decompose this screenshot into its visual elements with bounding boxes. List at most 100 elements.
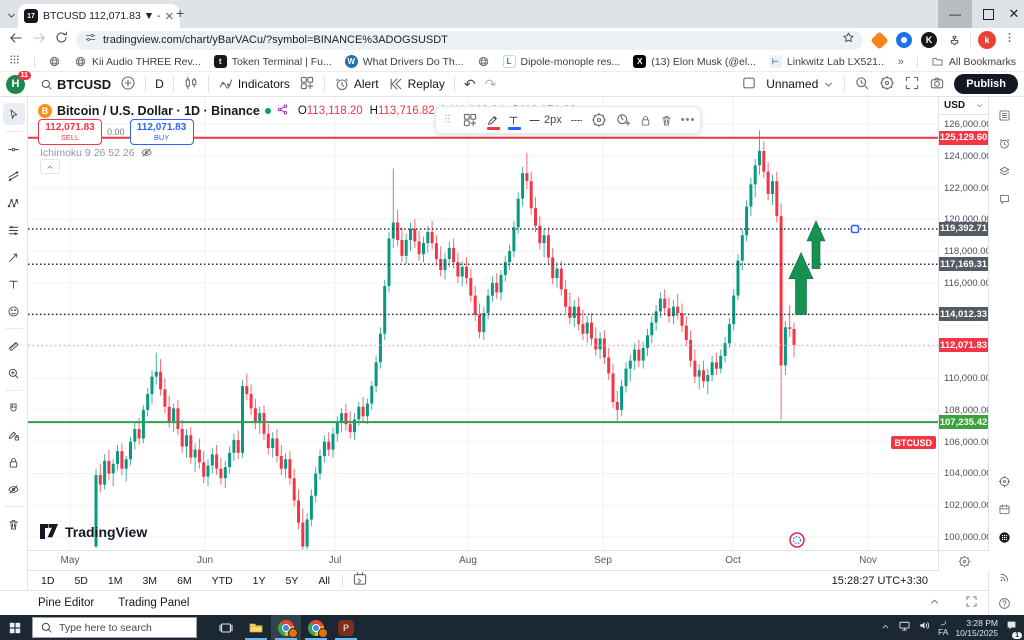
- browser-tab[interactable]: 17 BTCUSD 112,071.83 ▼ -0.93% ✕: [18, 4, 180, 28]
- redo-icon[interactable]: ↷: [484, 75, 497, 92]
- chart-type-icon[interactable]: [183, 75, 199, 94]
- extensions-puzzle-icon[interactable]: [945, 31, 963, 49]
- metamask-icon[interactable]: [869, 30, 889, 50]
- chrome-active-button[interactable]: [271, 615, 301, 640]
- sidebar-calendar-button[interactable]: [998, 503, 1011, 521]
- tool-pattern-tool[interactable]: [3, 192, 25, 214]
- replay-button[interactable]: Replay: [388, 76, 445, 92]
- browser-menu-icon[interactable]: [1003, 31, 1016, 49]
- panel-expand-icon[interactable]: [928, 595, 941, 611]
- compare-icon[interactable]: [120, 75, 136, 94]
- indicators-button[interactable]: Indicators: [218, 76, 290, 92]
- sidebar-object-tree-button[interactable]: [998, 165, 1011, 183]
- tool-fib-tool[interactable]: [3, 219, 25, 241]
- share-idea-icon[interactable]: [276, 103, 289, 119]
- go-to-date-icon[interactable]: [352, 571, 368, 590]
- tool-text-tool[interactable]: [3, 273, 25, 295]
- buy-button[interactable]: 112,071.83 BUY: [129, 119, 194, 145]
- bookmark-item[interactable]: [477, 55, 490, 68]
- bookmark-star-icon[interactable]: [842, 31, 855, 49]
- add-alert-icon[interactable]: [615, 112, 631, 128]
- interval-All[interactable]: All: [318, 574, 331, 587]
- bookmark-item[interactable]: L Dipole-monople res...: [502, 55, 620, 68]
- drag-handle-icon[interactable]: [441, 112, 454, 128]
- alert-button[interactable]: Alert: [334, 76, 379, 92]
- reload-icon[interactable]: [54, 30, 69, 50]
- start-button[interactable]: [0, 615, 30, 640]
- chrome-second-button[interactable]: [301, 615, 331, 640]
- trading-panel-tab[interactable]: Trading Panel: [118, 597, 190, 609]
- sidebar-help-button[interactable]: [998, 597, 1011, 615]
- tool-lock-all-tool[interactable]: [3, 451, 25, 473]
- sell-button[interactable]: 112,071.83 SELL: [38, 119, 102, 145]
- bookmark-item[interactable]: [48, 55, 61, 68]
- tool-magnet-tool[interactable]: [3, 397, 25, 419]
- interval-1Y[interactable]: 1Y: [252, 574, 266, 587]
- interval-YTD[interactable]: YTD: [211, 574, 233, 587]
- language-indicator[interactable]: FA: [938, 619, 948, 637]
- tab-search-icon[interactable]: [5, 9, 18, 27]
- sidebar-streams-button[interactable]: [998, 571, 1011, 589]
- window-close-button[interactable]: ✕: [1008, 6, 1020, 21]
- tool-emoji-tool[interactable]: [3, 300, 25, 322]
- taskbar-search[interactable]: Type here to search: [32, 617, 197, 638]
- user-avatar[interactable]: H 11: [6, 70, 31, 94]
- line-style-icon[interactable]: [570, 114, 583, 127]
- interval-button[interactable]: D: [155, 77, 164, 91]
- sidebar-chat-button[interactable]: [998, 193, 1011, 211]
- quick-search-icon[interactable]: [854, 75, 870, 94]
- axis-currency-switch[interactable]: USD: [939, 97, 988, 115]
- panel-fullscreen-icon[interactable]: [965, 595, 978, 611]
- interval-5D[interactable]: 5D: [74, 574, 88, 587]
- sidebar-hotlists-button[interactable]: [998, 531, 1011, 549]
- price-axis[interactable]: USD 126,000.00 124,000.00 122,000.00 120,00…: [938, 97, 992, 550]
- bookmarks-overflow-chevron[interactable]: »: [897, 55, 904, 68]
- tray-expand-icon[interactable]: [880, 619, 891, 637]
- site-settings-icon[interactable]: [84, 31, 97, 49]
- new-tab-button[interactable]: +: [176, 5, 185, 21]
- undo-icon[interactable]: ↶: [463, 75, 476, 92]
- bookmark-item[interactable]: Kii Audio THREE Rev...: [74, 55, 201, 68]
- price-chart[interactable]: [28, 97, 938, 550]
- tool-remove-all-tool[interactable]: [3, 513, 25, 535]
- forward-icon[interactable]: [31, 30, 47, 51]
- volume-icon[interactable]: [918, 619, 931, 637]
- extension-eye-icon[interactable]: [895, 31, 913, 49]
- publish-button[interactable]: Publish: [954, 74, 1018, 94]
- apps-grid-icon[interactable]: [8, 53, 21, 71]
- layout-name-button[interactable]: Unnamed: [766, 77, 835, 91]
- delete-icon[interactable]: [660, 114, 673, 127]
- pine-editor-tab[interactable]: Pine Editor: [38, 597, 95, 609]
- chart-settings-icon[interactable]: [879, 75, 895, 94]
- tab-close-icon[interactable]: ✕: [164, 10, 174, 23]
- profile-avatar[interactable]: k: [978, 31, 996, 49]
- text-color-icon[interactable]: [507, 114, 521, 130]
- symbol-title[interactable]: Bitcoin / U.S. Dollar · 1D · Binance: [57, 104, 260, 118]
- fullscreen-icon[interactable]: [904, 75, 920, 94]
- tool-trend-line-tool[interactable]: [3, 138, 25, 160]
- more-options-icon[interactable]: •••: [680, 114, 696, 126]
- sidebar-alerts-button[interactable]: [998, 137, 1011, 155]
- legend-collapse-button[interactable]: [40, 159, 60, 174]
- app-p-button[interactable]: P: [331, 615, 361, 640]
- sidebar-watchlist-button[interactable]: [998, 109, 1011, 127]
- window-minimize-button[interactable]: —: [938, 0, 972, 28]
- file-explorer-button[interactable]: [241, 615, 271, 640]
- settings-icon[interactable]: [591, 112, 607, 128]
- interval-1M[interactable]: 1M: [107, 574, 123, 587]
- interval-6M[interactable]: 6M: [177, 574, 192, 587]
- network-icon[interactable]: [898, 619, 911, 637]
- bookmark-item[interactable]: X (13) Elon Musk (@el...: [633, 55, 756, 68]
- tool-projection-tool[interactable]: [3, 246, 25, 268]
- chart-area[interactable]: B Bitcoin / U.S. Dollar · 1D · Binance O…: [28, 97, 938, 550]
- line-width-button[interactable]: 2px: [544, 114, 562, 126]
- tool-multi-line-tool[interactable]: [3, 165, 25, 187]
- layout-icon[interactable]: [741, 75, 757, 94]
- lock-icon[interactable]: [639, 114, 652, 127]
- interval-5Y[interactable]: 5Y: [285, 574, 299, 587]
- tool-zoom-in-tool[interactable]: [3, 362, 25, 384]
- tool-drawing-mode-tool[interactable]: [3, 424, 25, 446]
- indicator-legend[interactable]: Ichimoku 9 26 52 26: [40, 146, 153, 159]
- task-view-button[interactable]: [211, 615, 241, 640]
- indicator-templates-icon[interactable]: [299, 75, 315, 94]
